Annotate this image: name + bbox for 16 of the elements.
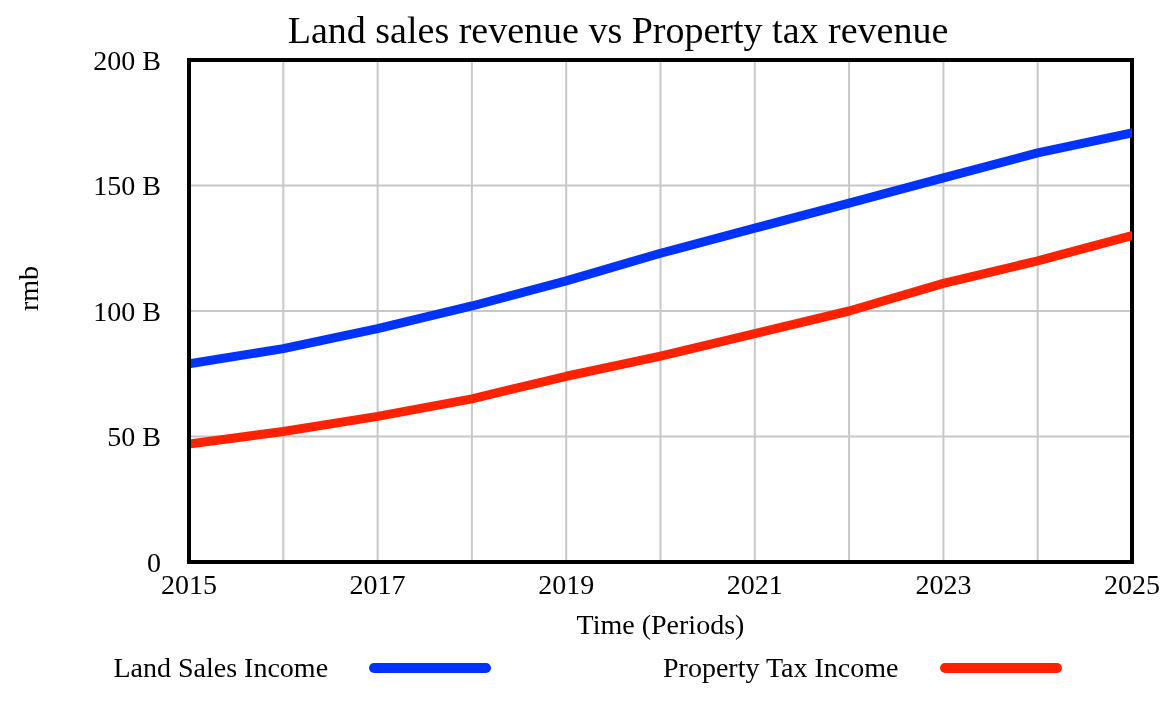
y-tick-label: 200 B bbox=[93, 44, 161, 76]
chart-title: Land sales revenue vs Property tax revenue bbox=[287, 9, 949, 51]
x-tick-label: 2015 bbox=[161, 568, 217, 600]
y-axis-title: rmb bbox=[12, 265, 44, 311]
y-tick-label: 150 B bbox=[93, 170, 161, 202]
x-tick-label: 2025 bbox=[1104, 568, 1160, 600]
x-tick-label: 2019 bbox=[538, 568, 595, 600]
legend-label: Property Tax Income bbox=[663, 652, 899, 684]
x-tick-label: 2017 bbox=[349, 568, 406, 600]
x-tick-label: 2021 bbox=[726, 568, 783, 600]
x-axis-title: Time (Periods) bbox=[576, 609, 745, 640]
legend-label: Land Sales Income bbox=[113, 652, 329, 684]
y-tick-label: 50 B bbox=[107, 421, 161, 453]
y-tick-label: 0 bbox=[147, 546, 161, 578]
x-tick-label: 2023 bbox=[915, 568, 972, 600]
y-tick-label: 100 B bbox=[93, 295, 161, 327]
